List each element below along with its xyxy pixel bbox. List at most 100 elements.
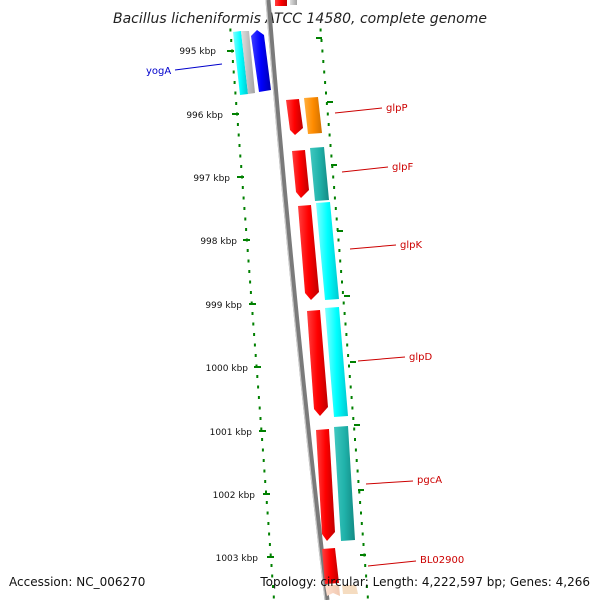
right-dot-track — [319, 28, 369, 599]
feature-red-BL02900 — [322, 548, 339, 584]
leader-line — [357, 356, 406, 362]
gene-label-BL02900: BL02900 — [367, 555, 464, 567]
track-dot — [335, 217, 338, 221]
track-dot — [325, 91, 327, 95]
track-dot — [322, 60, 325, 63]
tick-label: 1000 kbp — [206, 364, 249, 374]
top-red-feature — [275, 0, 287, 6]
tick-997: 997 kbp — [193, 174, 244, 184]
track-dot — [256, 375, 259, 378]
track-dot — [332, 175, 335, 179]
track-dot — [346, 343, 349, 347]
track-dot — [253, 343, 256, 347]
feature-glpK-group — [298, 202, 339, 300]
track-dot — [362, 543, 365, 546]
track-dot — [264, 480, 267, 483]
track-dot — [261, 438, 264, 441]
track-dot — [325, 102, 328, 105]
genome-backbone — [265, 0, 330, 600]
track-dot — [356, 469, 359, 473]
track-dot — [357, 480, 360, 483]
leader-line — [334, 107, 383, 114]
tick-996: 996 kbp — [186, 111, 239, 121]
feature-cyan-glpK — [316, 202, 339, 300]
feature-red-glpF — [292, 150, 309, 198]
track-dot — [354, 438, 356, 441]
track-dot — [328, 133, 331, 137]
track-dot — [349, 385, 352, 389]
feature-silver-left — [241, 31, 255, 94]
track-dot — [265, 501, 268, 504]
tick-label: 999 kbp — [205, 301, 242, 311]
track-dot — [336, 228, 339, 231]
track-dot — [327, 123, 330, 126]
track-dot — [240, 165, 243, 168]
track-dot — [270, 564, 273, 567]
track-dot — [263, 469, 266, 473]
topology-text: Topology: circular; Length: 4,222,597 bp… — [259, 575, 590, 589]
track-dot — [355, 459, 358, 462]
leader-line — [365, 480, 414, 485]
track-dot — [257, 396, 260, 399]
track-dot — [350, 396, 353, 399]
leader-line — [349, 244, 397, 250]
tick-label: 998 kbp — [200, 237, 237, 247]
track-dot — [358, 490, 361, 494]
track-dot — [321, 49, 324, 53]
leader-line — [367, 560, 417, 567]
track-dot — [360, 511, 362, 515]
track-dot — [345, 333, 348, 336]
track-dot — [229, 28, 232, 32]
track-dot — [343, 312, 346, 315]
track-dot — [364, 564, 367, 567]
track-dot — [341, 291, 344, 294]
gene-label-yogA: yogA — [146, 63, 223, 77]
track-dot — [257, 385, 260, 389]
track-dot — [245, 228, 248, 231]
track-dot — [239, 154, 242, 158]
tick-995: 995 kbp — [179, 47, 234, 57]
track-dot — [253, 333, 256, 336]
track-dot — [330, 154, 333, 158]
track-dot — [365, 574, 368, 578]
track-dot — [231, 60, 234, 63]
track-dot — [237, 133, 240, 137]
tick-999: 999 kbp — [205, 301, 256, 311]
tick-label: 1002 kbp — [213, 491, 256, 501]
feature-glpP-group — [286, 97, 322, 135]
track-dot — [352, 417, 355, 420]
track-dot — [260, 427, 263, 431]
track-dot — [266, 511, 269, 515]
track-dot — [265, 490, 267, 494]
tick-998: 998 kbp — [200, 237, 250, 247]
feature-red-glpP — [286, 99, 303, 135]
track-dot — [271, 574, 274, 578]
feature-teal-pgcA — [334, 426, 355, 541]
track-dot — [254, 354, 257, 357]
track-dot — [258, 406, 261, 410]
track-dot — [319, 28, 322, 32]
feature-BL02900-group — [322, 548, 358, 596]
track-dot — [333, 186, 336, 189]
gene-name: glpP — [386, 103, 408, 114]
gene-name: glpD — [409, 352, 432, 363]
gene-label-glpD: glpD — [357, 352, 432, 363]
gene-label-pgcA: pgcA — [365, 475, 442, 486]
track-dot — [329, 144, 332, 147]
track-dot — [365, 585, 368, 588]
genome-backbone-highlight — [265, 0, 326, 600]
track-dot — [236, 123, 239, 126]
feature-red-pgcA — [316, 429, 335, 541]
tick-1002: 1002 kbp — [213, 491, 270, 501]
track-dot — [248, 270, 251, 273]
track-dot — [339, 259, 342, 263]
track-dot — [331, 165, 334, 168]
track-dot — [326, 112, 329, 116]
tick-label: 1001 kbp — [210, 428, 253, 438]
track-dot — [267, 522, 270, 525]
tick-label: 995 kbp — [179, 47, 216, 57]
track-dot — [323, 70, 326, 74]
track-dot — [268, 543, 271, 546]
track-dot — [272, 595, 275, 599]
tick-label: 1003 kbp — [216, 554, 259, 564]
